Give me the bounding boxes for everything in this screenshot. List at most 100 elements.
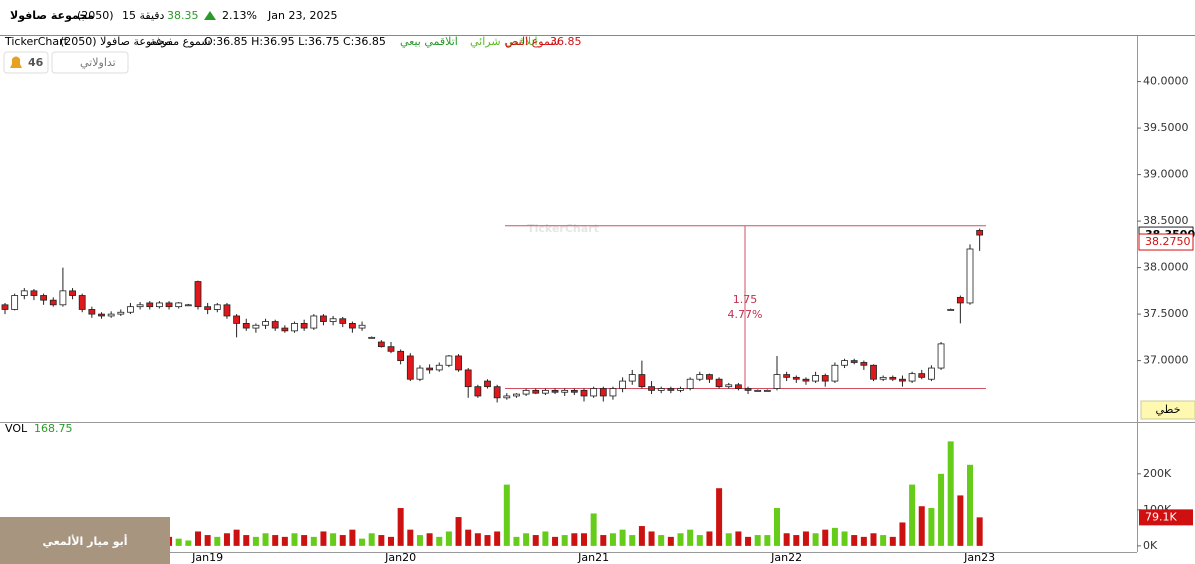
candle-body (783, 374, 791, 378)
volume-bar (465, 529, 472, 546)
volume-bar (918, 506, 925, 546)
measure-percent: 4.77% (728, 308, 763, 321)
stock-name: مجموعة صافولا (10, 9, 94, 22)
volume-bar (397, 508, 404, 546)
candle-body (899, 378, 906, 382)
volume-bar (503, 484, 510, 546)
volume-bar (609, 533, 616, 546)
volume-bar (416, 535, 423, 546)
candle-body (956, 296, 964, 304)
volume-bar (880, 535, 887, 546)
volume-bar (860, 536, 867, 546)
candle-body (49, 299, 57, 306)
volume-bar (667, 536, 674, 546)
volume-bar (185, 540, 192, 546)
overlay-box (0, 517, 170, 564)
price: 38.35 (167, 9, 199, 22)
info-name: مجموعة صافولا (2050) (60, 35, 171, 48)
candle-body (947, 309, 955, 311)
candle-body (69, 290, 76, 296)
candle-body (590, 388, 598, 397)
candle-body (30, 290, 38, 296)
candle-body (348, 323, 356, 329)
candle-body (194, 281, 202, 308)
y-tick-label: 37.0000 (1143, 354, 1189, 367)
volume-bar (774, 508, 780, 546)
candle-body (78, 295, 86, 310)
candle-body (426, 367, 434, 371)
x-tick-label: Jan20 (384, 551, 416, 564)
volume-bar (696, 535, 703, 546)
volume-bar (349, 529, 356, 546)
candle-body (300, 323, 308, 329)
volume-bar (223, 533, 230, 546)
volume-bar (542, 531, 549, 546)
volume-last-box (1139, 509, 1193, 526)
volume-bar (214, 536, 221, 546)
volume-bar (552, 536, 559, 546)
volume-bar (204, 535, 211, 546)
volume-bar (648, 531, 655, 546)
line-button-label: خطي (1156, 403, 1181, 416)
candle-body (696, 374, 704, 380)
volume-bar (725, 533, 732, 546)
candle-body (11, 295, 19, 310)
portfolio-button[interactable] (51, 51, 129, 74)
candle-body (580, 389, 588, 397)
volume-bar (494, 531, 501, 546)
volume-bar (523, 533, 530, 546)
volume-bar (310, 536, 317, 546)
candle-body (937, 343, 945, 369)
volume-bar (252, 536, 259, 546)
volume-title: VOL (5, 422, 28, 435)
volume-bar (764, 535, 771, 546)
y-tick-label: 37.5000 (1143, 307, 1189, 320)
volume-bar (388, 536, 394, 546)
volume-bar (976, 517, 983, 546)
volume-bar (735, 531, 742, 546)
candle-body (107, 313, 115, 317)
info-style: شموع مفرغة (150, 35, 211, 48)
y-tick-label: 40.0000 (1143, 75, 1189, 88)
volume-bar (812, 533, 819, 546)
candle-body (252, 324, 260, 329)
candle-body (368, 336, 376, 339)
candle-body (455, 355, 462, 371)
candle-body (841, 360, 848, 366)
volume-bar (831, 527, 838, 546)
x-tick-label: Jan21 (577, 551, 609, 564)
info-ohlc: O:36.85 H:36.95 L:36.75 C:36.85 (204, 35, 386, 48)
candle-body (657, 388, 665, 391)
candle-body (628, 374, 636, 382)
candle-body (648, 386, 655, 391)
volume-bar (706, 531, 713, 546)
candle-body (406, 355, 414, 380)
candle-body (358, 324, 366, 329)
volume-bar (368, 533, 375, 546)
volume-bar (571, 533, 578, 546)
candle-body (532, 389, 540, 394)
candle-body (889, 376, 897, 380)
candle-body (928, 367, 935, 380)
volume-bar (745, 536, 752, 546)
volume-bar (658, 535, 665, 546)
candle-body (561, 389, 569, 393)
volume-bar (455, 517, 462, 546)
candle-body (464, 369, 472, 388)
legend-item: شموع النص (505, 35, 560, 48)
candle-body (667, 388, 675, 391)
volume-bar (783, 533, 790, 546)
candle-body (860, 362, 868, 366)
volume-bar (638, 526, 645, 546)
candle-body (609, 388, 617, 397)
candle-body (619, 380, 626, 389)
line-button[interactable] (1140, 400, 1195, 420)
candle-body (242, 323, 250, 329)
volume-last-label: 79.1K (1145, 510, 1177, 523)
candle-body (870, 364, 877, 380)
candle-body (165, 302, 173, 308)
volume-bar (436, 536, 443, 546)
candle-body (20, 290, 28, 296)
candle-body (320, 315, 327, 322)
